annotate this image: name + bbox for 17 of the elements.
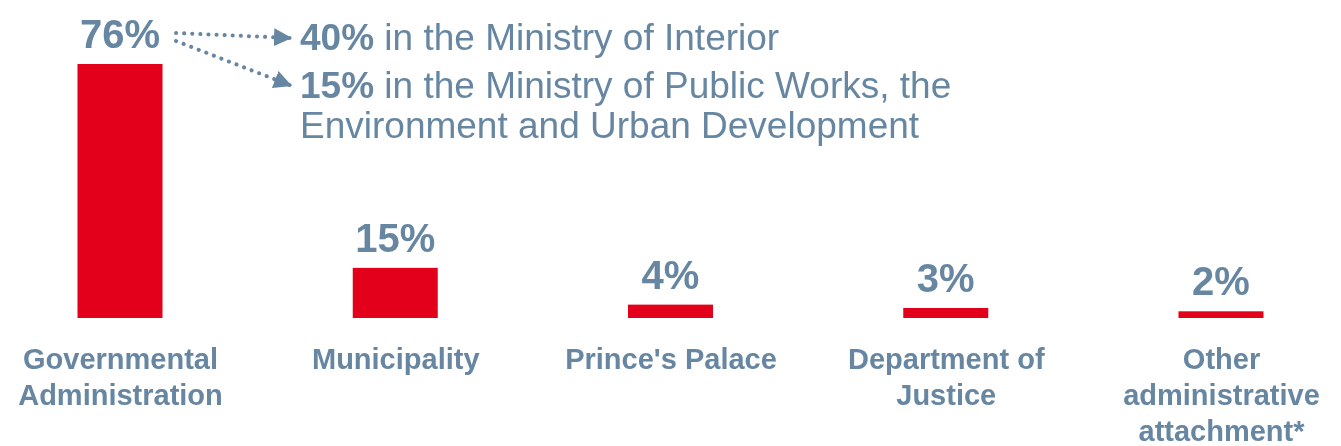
x-tick-label: Other administrative attachment* [1123,343,1320,446]
data-label: 76% [79,12,161,56]
text: 15% in the Ministry of Public Works, the Environment and Urban Development [300,65,952,146]
data-label: 15% [355,215,436,260]
bar [1178,311,1264,318]
text: 40% in the Ministry of Interior [300,17,780,58]
data-label: 4% [641,252,700,297]
x-tick-label: Municipality [311,343,480,375]
bar [352,267,438,318]
bar [628,304,713,318]
data-label: 3% [916,255,975,300]
data-label: 2% [1192,259,1250,304]
x-tick-label: Prince's Palace [565,343,777,375]
x-tick-label: Department of Justice [847,343,1045,411]
bar [903,307,989,318]
bar [77,64,163,318]
x-tick-label: Governmental Administration [18,343,223,411]
